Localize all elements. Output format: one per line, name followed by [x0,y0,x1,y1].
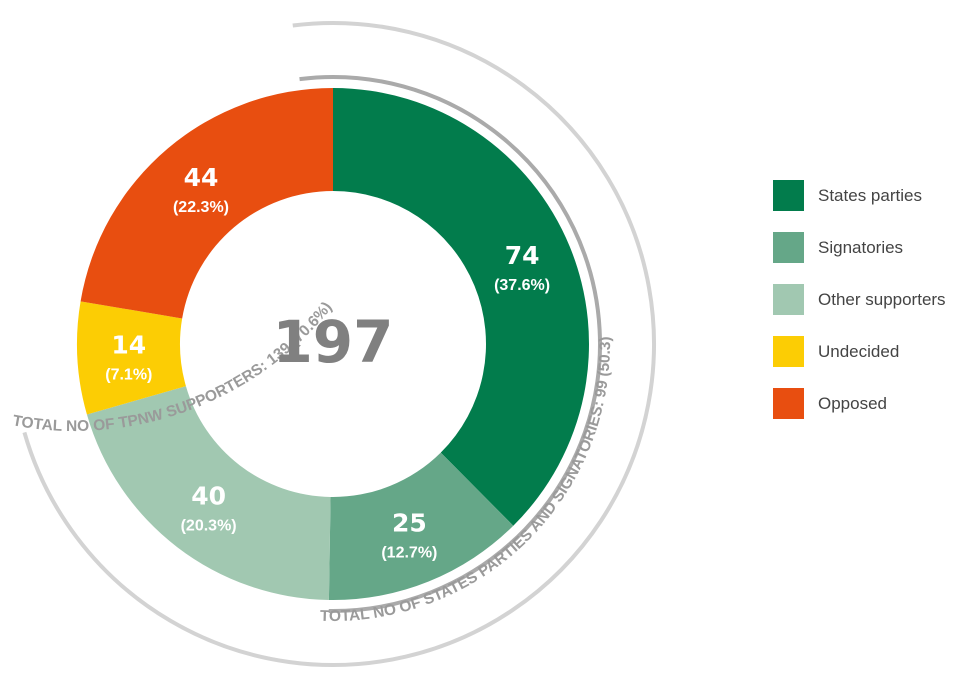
segment-percent-states-parties: (37.6%) [494,277,550,294]
segment-value-signatories: 25 [392,509,427,538]
bracket-arc-1 [299,75,602,613]
legend-item-other-supporters: Other supporters [773,284,946,315]
segment-percent-opposed: (22.3%) [173,199,229,216]
segment-value-other-supporters: 40 [191,481,226,510]
legend-item-opposed: Opposed [773,388,946,419]
bracket-arc-2 [22,21,656,667]
segment-value-opposed: 44 [184,163,219,192]
legend-label-opposed: Opposed [818,393,887,413]
segment-opposed [80,88,333,319]
segment-other-supporters [86,386,331,600]
legend-label-states-parties: States parties [818,185,922,205]
segment-signatories [328,452,514,600]
legend-item-states-parties: States parties [773,180,946,211]
legend-label-other-supporters: Other supporters [818,289,946,309]
legend-swatch-other-supporters [773,284,804,315]
legend-item-signatories: Signatories [773,232,946,263]
segment-value-states-parties: 74 [505,241,540,270]
segment-labels: 74 (37.6%) 25 (12.7%) 40 (20.3%) 14 (7.1%) 44 (22… [105,163,550,562]
legend-label-signatories: Signatories [818,237,904,257]
segment-percent-signatories: (12.7%) [381,545,437,562]
center-total: 197 [272,308,393,376]
segment-percent-other-supporters: (20.3%) [181,517,237,534]
legend-swatch-undecided [773,336,804,367]
legend-swatch-states-parties [773,180,804,211]
legend-swatch-signatories [773,232,804,263]
donut-segments [77,88,589,600]
legend-label-undecided: Undecided [818,341,900,361]
legend-item-undecided: Undecided [773,336,946,367]
segment-percent-undecided: (7.1%) [105,366,152,383]
segment-undecided [77,301,186,415]
segment-states-parties [333,88,589,526]
segment-value-undecided: 14 [111,330,146,359]
legend: States parties Signatories Other supporter… [773,180,946,440]
legend-swatch-opposed [773,388,804,419]
